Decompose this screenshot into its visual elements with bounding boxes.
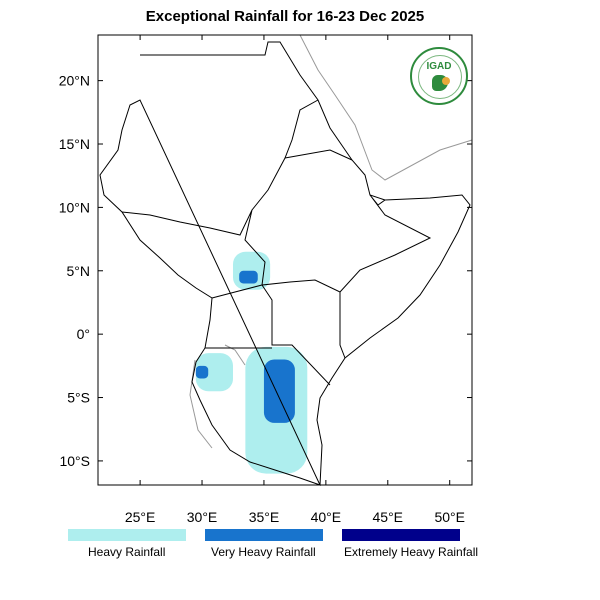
y-tick-label: 10°S (59, 453, 90, 469)
legend-swatch-very-heavy (205, 529, 323, 541)
rainfall-area (239, 270, 258, 284)
x-tick-label: 45°E (373, 509, 404, 525)
legend-swatch-heavy (68, 529, 186, 541)
x-tick-label: 30°E (187, 509, 218, 525)
axis-ticks: 25°E 30°E 35°E 40°E 45°E 50°E 20°N 15°N 10°N 5°N 0… (59, 35, 472, 525)
legend-label-very-heavy: Very Heavy Rainfall (211, 545, 316, 559)
y-tick-label: 5°S (67, 390, 90, 406)
y-tick-label: 15°N (59, 136, 90, 152)
country-borders (121, 99, 432, 386)
y-tick-label: 5°N (67, 263, 91, 279)
rainfall-area (195, 365, 209, 379)
y-tick-label: 10°N (59, 199, 90, 215)
igad-logo: IGAD (410, 47, 468, 105)
rainfall-layer (195, 251, 308, 474)
map-frame (97, 34, 473, 486)
x-tick-label: 25°E (125, 509, 156, 525)
rainfall-area (195, 353, 233, 392)
x-tick-label: 40°E (311, 509, 342, 525)
region-boundary (99, 41, 471, 486)
legend-label-extremely-heavy: Extremely Heavy Rainfall (344, 545, 479, 559)
x-tick-label: 50°E (434, 509, 465, 525)
rainfall-area (263, 359, 295, 423)
map-title: Exceptional Rainfall for 16-23 Dec 2025 (145, 8, 425, 25)
legend-swatch-extremely-heavy (342, 529, 460, 541)
logo-text: IGAD (426, 61, 452, 72)
legend-label-heavy: Heavy Rainfall (88, 545, 166, 559)
y-tick-label: 0° (77, 326, 90, 342)
x-tick-label: 35°E (249, 509, 280, 525)
y-tick-label: 20°N (59, 73, 90, 89)
